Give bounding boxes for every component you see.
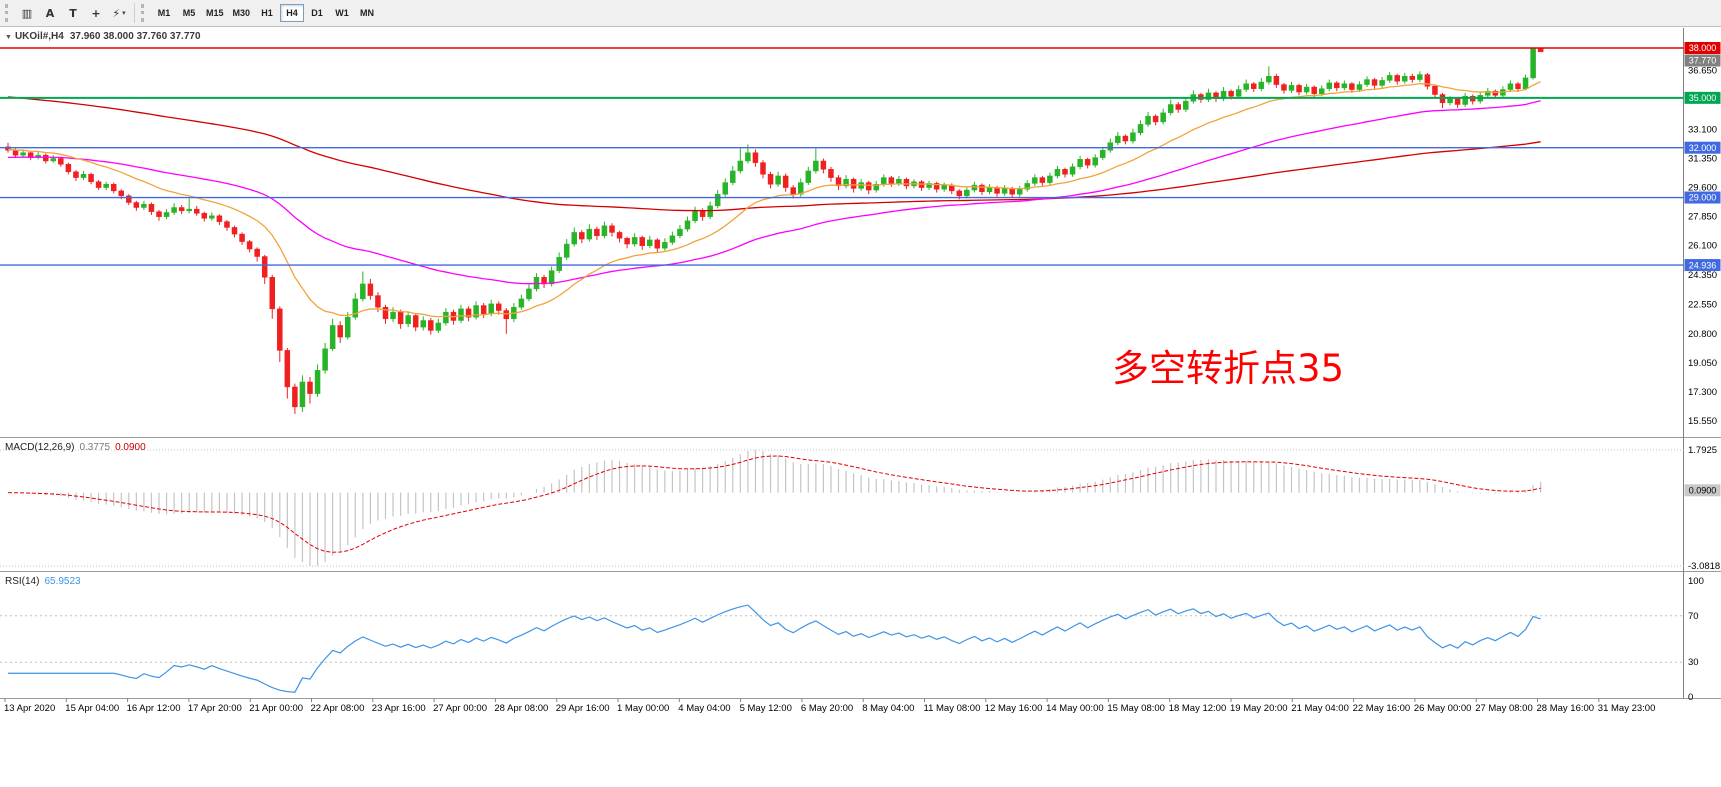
svg-text:23 Apr 16:00: 23 Apr 16:00 <box>372 703 426 714</box>
timeframe-button-m15[interactable]: M15 <box>202 4 228 22</box>
crosshair-tool-icon[interactable]: + <box>85 3 107 23</box>
svg-text:29.000: 29.000 <box>1689 193 1717 203</box>
expand-triangle-icon[interactable]: ▼ <box>5 34 12 41</box>
svg-text:20.800: 20.800 <box>1688 329 1717 340</box>
svg-text:22 May 16:00: 22 May 16:00 <box>1353 703 1411 714</box>
svg-text:31.350: 31.350 <box>1688 153 1717 164</box>
macd-signal-value: 0.0900 <box>115 442 146 453</box>
rsi-line <box>8 604 1541 693</box>
ma-mid-magenta <box>7 100 1541 285</box>
svg-text:33.100: 33.100 <box>1688 124 1717 135</box>
svg-text:28 May 16:00: 28 May 16:00 <box>1537 703 1595 714</box>
macd-label: MACD(12,26,9) <box>5 442 75 453</box>
svg-text:100: 100 <box>1688 576 1704 587</box>
svg-text:26.100: 26.100 <box>1688 241 1717 252</box>
timeframe-button-mn[interactable]: MN <box>355 4 379 22</box>
svg-text:19.050: 19.050 <box>1688 358 1717 369</box>
macd-header: MACD(12,26,9) 0.3775 0.0900 <box>5 442 146 453</box>
svg-text:1 May 00:00: 1 May 00:00 <box>617 703 669 714</box>
indicators-tool-icon[interactable]: ⚡ ▾ <box>108 3 130 23</box>
svg-text:37.770: 37.770 <box>1689 56 1717 66</box>
svg-text:15 Apr 04:00: 15 Apr 04:00 <box>65 703 119 714</box>
svg-text:28 Apr 08:00: 28 Apr 08:00 <box>494 703 548 714</box>
text-tool-icon[interactable]: A <box>39 3 61 23</box>
timeframe-button-w1[interactable]: W1 <box>330 4 354 22</box>
toolbar-separator <box>134 3 135 23</box>
ohlc-values: 37.960 38.000 37.760 37.770 <box>69 31 201 42</box>
svg-text:18 May 12:00: 18 May 12:00 <box>1169 703 1227 714</box>
svg-text:15.550: 15.550 <box>1688 416 1717 427</box>
svg-text:38.000: 38.000 <box>1689 43 1717 53</box>
svg-text:14 May 00:00: 14 May 00:00 <box>1046 703 1104 714</box>
timeframe-drag-handle[interactable] <box>141 4 147 22</box>
svg-text:27.850: 27.850 <box>1688 212 1717 223</box>
svg-text:22.550: 22.550 <box>1688 300 1717 311</box>
timeframe-button-h1[interactable]: H1 <box>255 4 279 22</box>
toolbar-drag-handle[interactable] <box>5 4 11 22</box>
svg-text:24.936: 24.936 <box>1689 260 1717 270</box>
svg-text:36.650: 36.650 <box>1688 65 1717 76</box>
svg-text:70: 70 <box>1688 611 1699 622</box>
macd-pane <box>0 449 1721 567</box>
text-label-tool-icon[interactable]: T <box>62 3 84 23</box>
chart-annotation-text: 多空转折点35 <box>1112 347 1345 390</box>
svg-text:22 Apr 08:00: 22 Apr 08:00 <box>311 703 365 714</box>
svg-text:24.350: 24.350 <box>1688 270 1717 281</box>
ma-fast-orange <box>7 81 1541 318</box>
rsi-header: RSI(14) 65.9523 <box>5 576 81 587</box>
symbol-period-label: UKOil#,H4 <box>14 31 64 42</box>
svg-text:5 May 12:00: 5 May 12:00 <box>740 703 792 714</box>
svg-text:12 May 16:00: 12 May 16:00 <box>985 703 1043 714</box>
svg-text:13 Apr 2020: 13 Apr 2020 <box>4 703 55 714</box>
timeframe-button-m5[interactable]: M5 <box>177 4 201 22</box>
svg-text:27 May 08:00: 27 May 08:00 <box>1475 703 1533 714</box>
svg-text:8 May 04:00: 8 May 04:00 <box>862 703 914 714</box>
svg-text:32.000: 32.000 <box>1689 143 1717 153</box>
svg-text:26 May 00:00: 26 May 00:00 <box>1414 703 1472 714</box>
svg-text:31 May 23:00: 31 May 23:00 <box>1598 703 1656 714</box>
dropdown-arrow-icon: ▾ <box>122 9 126 17</box>
price-axis <box>1684 42 1721 272</box>
svg-text:27 Apr 00:00: 27 Apr 00:00 <box>433 703 487 714</box>
chart-area[interactable]: 36.650 33.100 31.350 29.600 27.850 26.100 24.3… <box>0 28 1721 787</box>
toolbar: ▥ A T + ⚡ ▾ M1 M5 M15 M30 H1 H4 D1 W1 MN <box>0 0 1721 27</box>
ma-slow-red <box>7 96 1541 212</box>
macd-main-value: 0.3775 <box>79 442 111 453</box>
svg-text:15 May 08:00: 15 May 08:00 <box>1107 703 1165 714</box>
svg-text:1.7925: 1.7925 <box>1688 445 1717 456</box>
chart-canvas[interactable]: 36.650 33.100 31.350 29.600 27.850 26.100 24.3… <box>0 28 1721 787</box>
svg-text:30: 30 <box>1688 657 1699 668</box>
tools-button-group: ▥ A T + ⚡ ▾ <box>16 3 130 23</box>
svg-text:0: 0 <box>1688 692 1693 703</box>
timeframe-button-h4[interactable]: H4 <box>280 4 305 22</box>
time-axis <box>4 698 1600 702</box>
svg-text:19 May 20:00: 19 May 20:00 <box>1230 703 1288 714</box>
macd-signal-line <box>7 455 1541 553</box>
svg-text:29.600: 29.600 <box>1688 183 1717 194</box>
svg-text:4 May 04:00: 4 May 04:00 <box>678 703 730 714</box>
rsi-pane <box>0 604 1684 693</box>
main-price-pane <box>0 47 1684 414</box>
svg-text:17 Apr 20:00: 17 Apr 20:00 <box>188 703 242 714</box>
rsi-label: RSI(14) <box>5 576 40 587</box>
timeframe-button-m1[interactable]: M1 <box>152 4 176 22</box>
svg-text:-3.0818: -3.0818 <box>1688 561 1720 572</box>
svg-text:21 May 04:00: 21 May 04:00 <box>1291 703 1349 714</box>
svg-text:16 Apr 12:00: 16 Apr 12:00 <box>127 703 181 714</box>
chart-title: ▼ UKOil#,H4 37.960 38.000 37.760 37.770 <box>5 31 201 42</box>
timeframe-button-d1[interactable]: D1 <box>305 4 329 22</box>
svg-text:0.0900: 0.0900 <box>1689 485 1717 495</box>
rsi-value: 65.9523 <box>44 576 81 587</box>
timeframe-button-m30[interactable]: M30 <box>229 4 255 22</box>
svg-text:21 Apr 00:00: 21 Apr 00:00 <box>249 703 303 714</box>
chart-type-icon[interactable]: ▥ <box>16 3 38 23</box>
svg-text:11 May 08:00: 11 May 08:00 <box>924 703 981 714</box>
svg-text:17.300: 17.300 <box>1688 387 1717 398</box>
svg-text:29 Apr 16:00: 29 Apr 16:00 <box>556 703 610 714</box>
svg-text:6 May 20:00: 6 May 20:00 <box>801 703 853 714</box>
timeframe-button-group: M1 M5 M15 M30 H1 H4 D1 W1 MN <box>152 4 379 22</box>
svg-text:35.000: 35.000 <box>1689 93 1717 103</box>
